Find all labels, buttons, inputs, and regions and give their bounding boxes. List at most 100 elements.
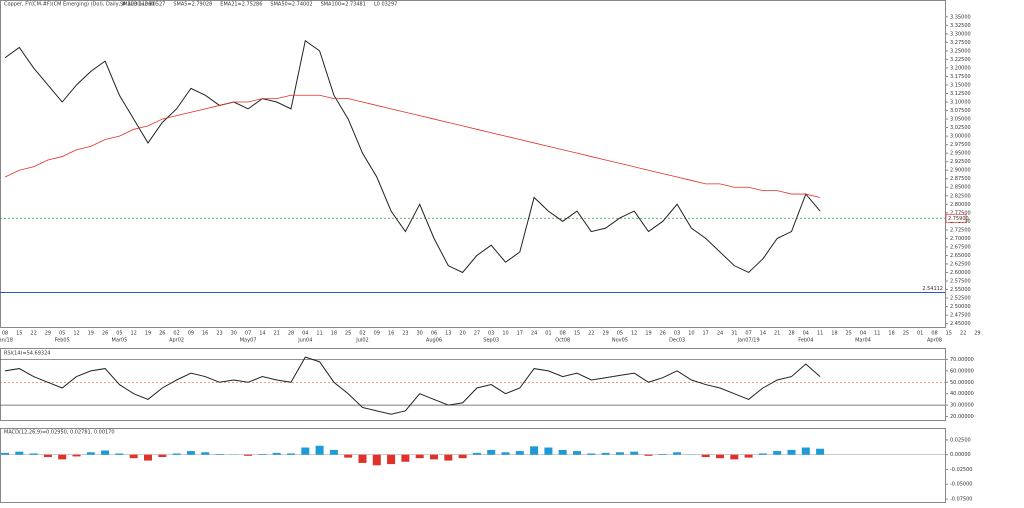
month-label: Feb04 — [798, 338, 813, 344]
y-tick-label: 2.95000 — [950, 151, 971, 157]
histogram-bar — [173, 453, 181, 454]
x-tick-label: 18 — [831, 331, 837, 337]
x-tick-label: 05 — [116, 331, 122, 337]
month-label: Sep03 — [483, 338, 499, 344]
month-label: Jul02 — [355, 338, 368, 344]
x-tick-label: 03 — [674, 331, 680, 337]
x-tick-label: 19 — [88, 331, 94, 337]
y-tick-label: 2.97500 — [950, 142, 971, 148]
x-tick-label: 19 — [145, 331, 151, 337]
y-tick-label: 3.07500 — [950, 108, 971, 114]
x-tick-label: 11 — [874, 331, 880, 337]
x-tick-label: 16 — [202, 331, 208, 337]
y-tick-label: 30.00000 — [950, 403, 974, 409]
histogram-bar — [730, 455, 738, 460]
histogram-bar — [502, 452, 510, 454]
histogram-bar — [788, 450, 796, 455]
y-tick-label: 3.32500 — [950, 23, 971, 29]
x-tick-label: 21 — [274, 331, 280, 337]
histogram-bar — [401, 455, 409, 462]
y-tick-label: 2.55000 — [950, 287, 971, 293]
x-tick-label: 15 — [16, 331, 22, 337]
histogram-bar — [1, 453, 9, 455]
histogram-bar — [158, 455, 166, 457]
y-tick-label: 3.27500 — [950, 40, 971, 46]
y-tick-label: -0.02500 — [950, 467, 972, 473]
histogram-bar — [816, 449, 824, 455]
x-tick-label: 11 — [316, 331, 322, 337]
month-label: Dec03 — [669, 338, 685, 344]
x-tick-label: 03 — [488, 331, 494, 337]
histogram-bar — [73, 455, 81, 457]
x-tick-label: 09 — [188, 331, 194, 337]
x-tick-label: 18 — [331, 331, 337, 337]
histogram-bar — [216, 454, 224, 455]
x-tick-label: 16 — [388, 331, 394, 337]
histogram-bar — [15, 452, 23, 455]
x-tick-label: 04 — [302, 331, 308, 337]
x-tick-label: 23 — [402, 331, 408, 337]
histogram-bar — [645, 455, 653, 456]
y-tick-label: 2.60000 — [950, 270, 971, 276]
month-label: Apr02 — [169, 338, 184, 344]
x-tick-label: 28 — [288, 331, 294, 337]
y-tick-label: 2.70000 — [950, 236, 971, 242]
x-tick-label: 22 — [30, 331, 36, 337]
y-tick-label: 3.10000 — [950, 100, 971, 106]
x-tick-label: 05 — [617, 331, 623, 337]
y-tick-label: 2.50000 — [950, 304, 971, 310]
histogram-bar — [101, 450, 109, 454]
x-tick-label: 04 — [860, 331, 866, 337]
x-tick-label: 27 — [474, 331, 480, 337]
histogram-bar — [273, 453, 281, 455]
y-tick-label: 2.85000 — [950, 185, 971, 191]
x-tick-label: 21 — [774, 331, 780, 337]
x-tick-label: 15 — [946, 331, 952, 337]
y-tick-label: 60.00000 — [950, 368, 974, 374]
month-label: Nov05 — [612, 338, 628, 344]
x-tick-label: 15 — [574, 331, 580, 337]
histogram-bar — [187, 451, 195, 455]
y-tick-label: 3.00000 — [950, 134, 971, 140]
month-label: Mar05 — [112, 338, 128, 344]
month-label: Jan07/19 — [737, 338, 760, 344]
histogram-bar — [444, 455, 452, 461]
histogram-bar — [373, 455, 381, 466]
x-tick-label: 07 — [745, 331, 751, 337]
histogram-bar — [659, 454, 667, 455]
histogram-bar — [702, 455, 710, 457]
y-tick-label: 2.87500 — [950, 176, 971, 182]
histogram-bar — [802, 448, 810, 455]
x-tick-label: 25 — [846, 331, 852, 337]
x-tick-label: 07 — [245, 331, 251, 337]
histogram-bar — [287, 453, 295, 454]
indicator-label: SMA200=2.80527 — [120, 2, 165, 8]
x-tick-label: 29 — [974, 331, 980, 337]
histogram-bar — [630, 452, 638, 455]
x-tick-label: 24 — [717, 331, 723, 337]
x-tick-label: 30 — [231, 331, 237, 337]
y-tick-label: 2.92500 — [950, 159, 971, 165]
y-tick-label: 3.15000 — [950, 82, 971, 88]
x-tick-label: 25 — [903, 331, 909, 337]
y-tick-label: 0.02500 — [950, 437, 971, 443]
indicator-label: SMA50=2.74002 — [270, 2, 312, 8]
histogram-bar — [144, 455, 152, 461]
histogram-bar — [487, 450, 495, 455]
histogram-bar — [587, 453, 595, 454]
y-tick-label: 2.82500 — [950, 193, 971, 199]
x-tick-label: 26 — [102, 331, 108, 337]
x-tick-label: 25 — [345, 331, 351, 337]
month-label: Apr08 — [927, 338, 942, 344]
x-tick-label: 01 — [917, 331, 923, 337]
y-tick-label: 0.00000 — [950, 452, 971, 458]
histogram-bar — [473, 453, 481, 455]
histogram-bar — [359, 455, 367, 463]
histogram-bar — [301, 448, 309, 455]
y-tick-label: 2.65000 — [950, 253, 971, 259]
x-tick-label: 28 — [788, 331, 794, 337]
x-tick-label: 29 — [602, 331, 608, 337]
histogram-bar — [201, 452, 209, 454]
histogram-bar — [330, 450, 338, 455]
